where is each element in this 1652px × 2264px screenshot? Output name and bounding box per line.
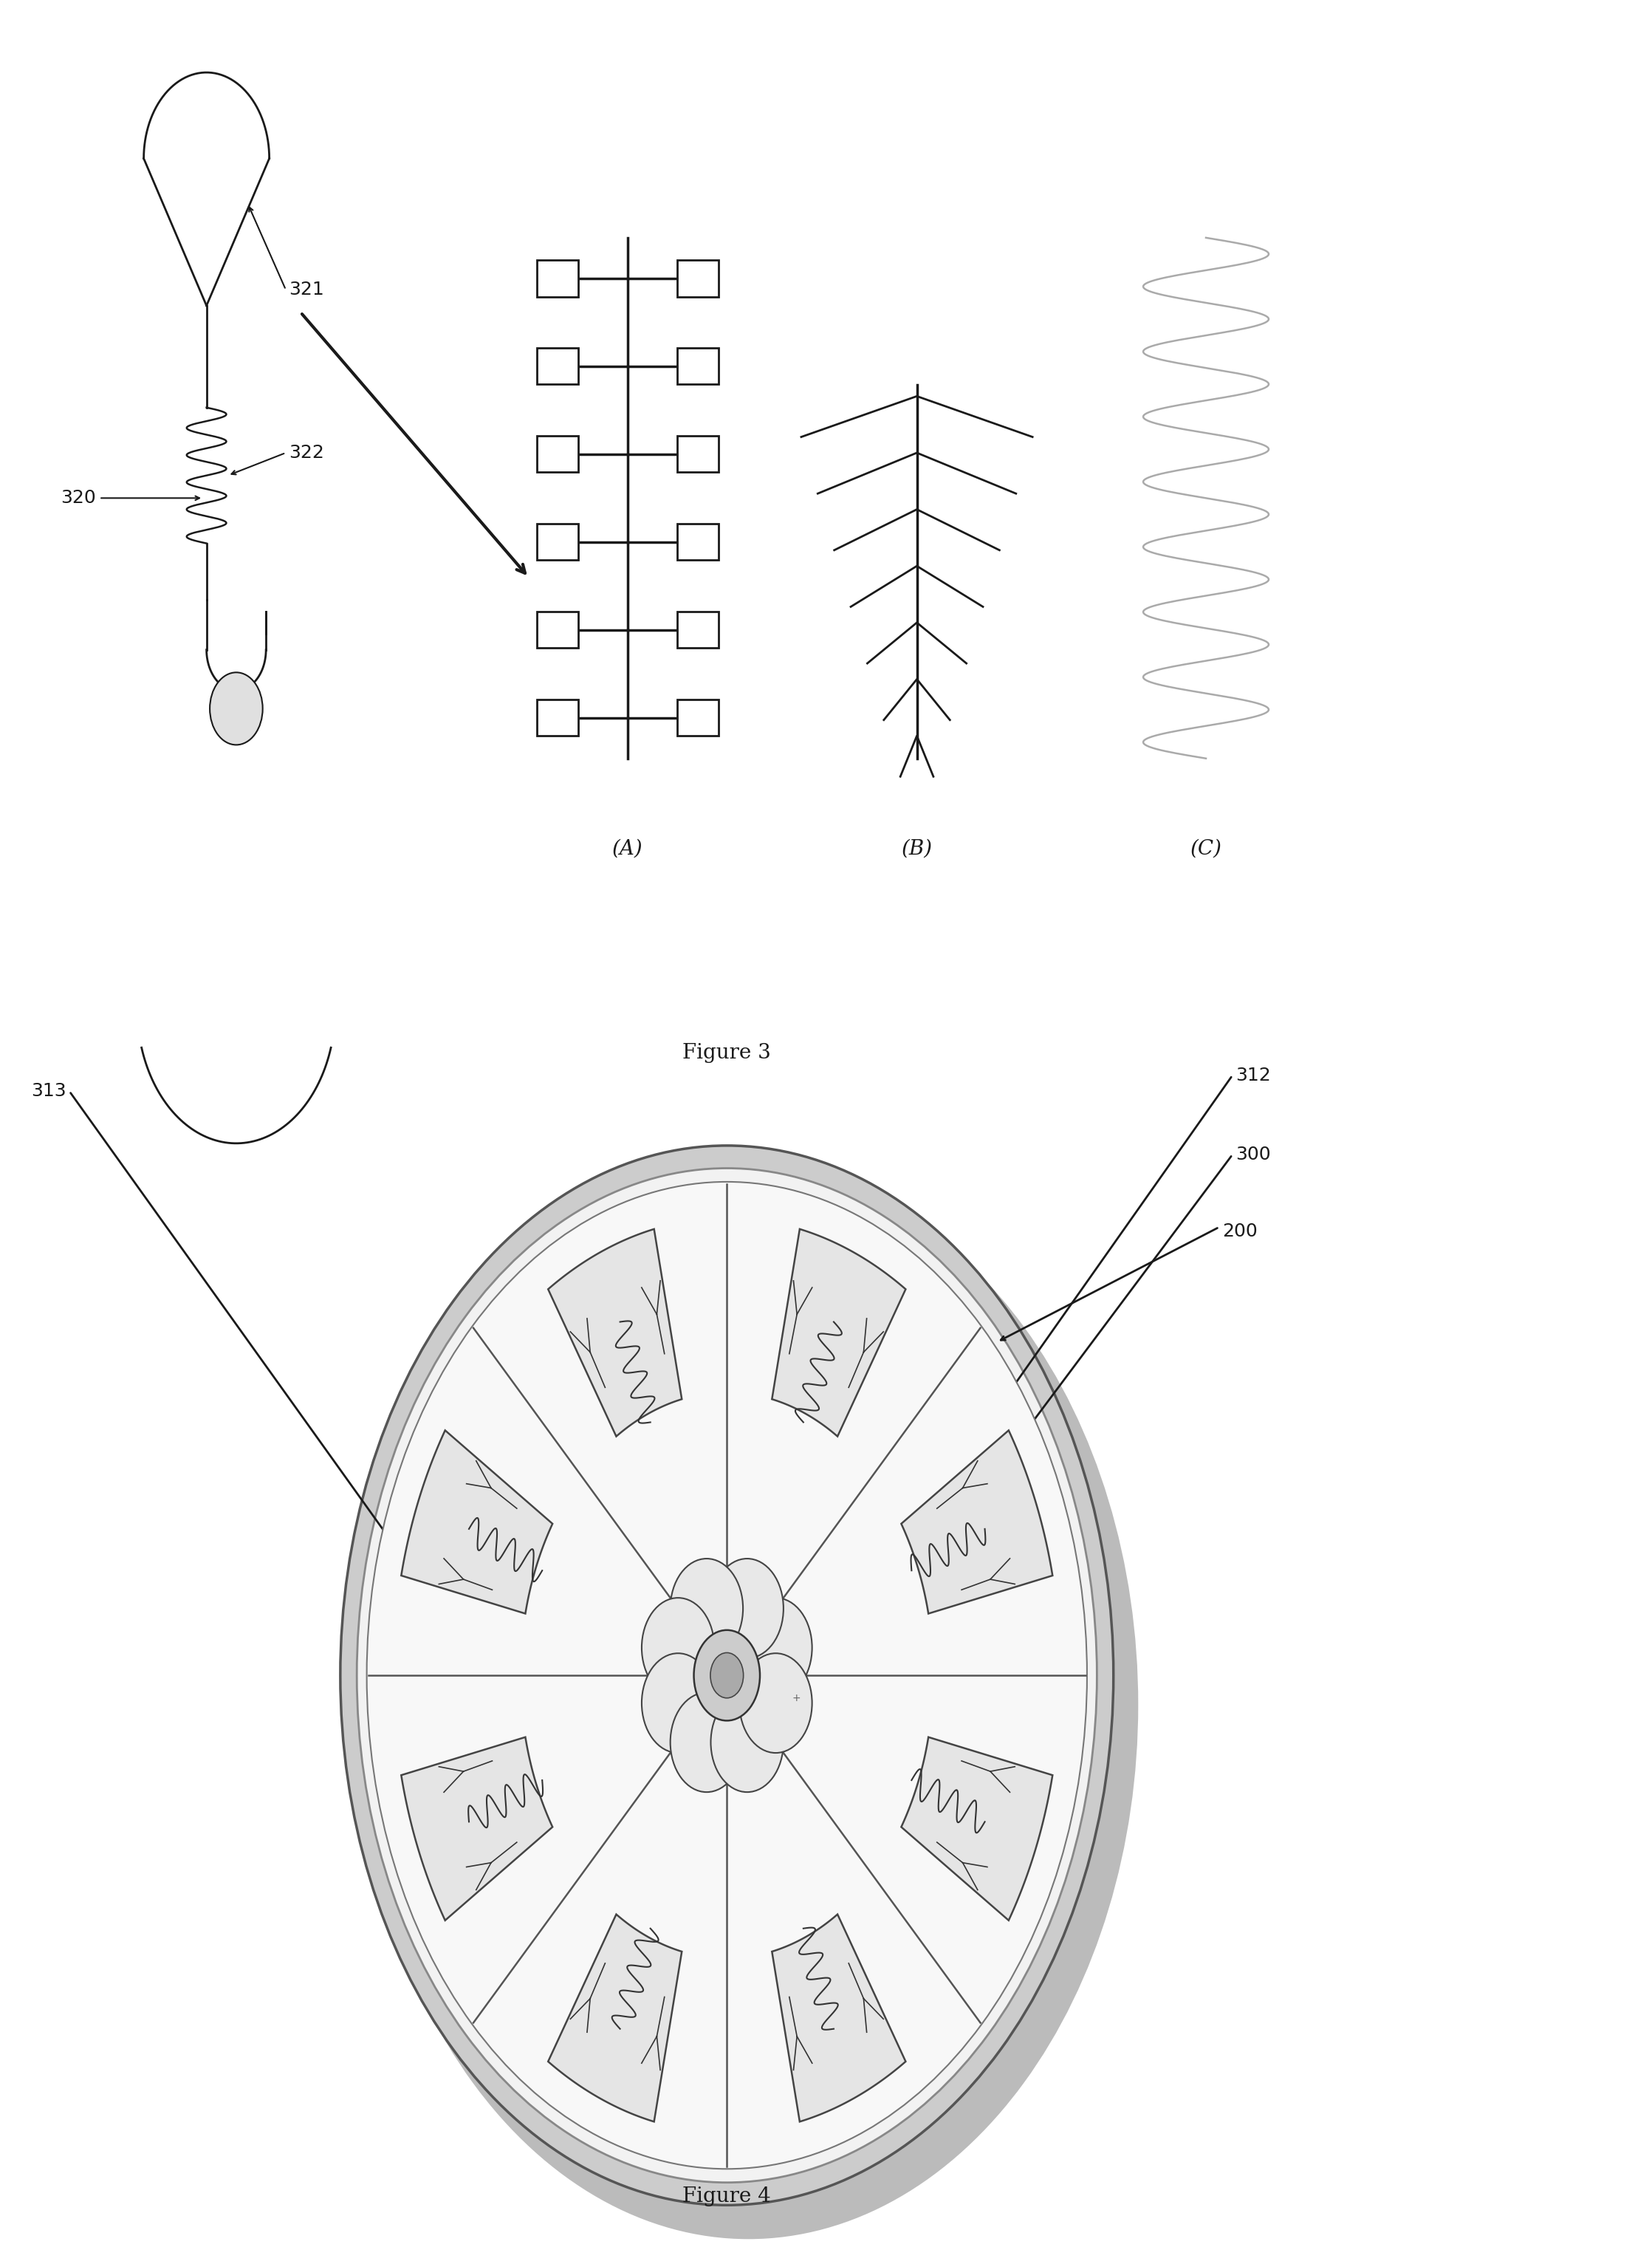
Circle shape [340,1146,1113,2205]
Bar [537,260,578,297]
Circle shape [210,672,263,745]
Circle shape [710,1693,783,1793]
Bar [677,349,719,385]
Text: +: + [791,1693,801,1703]
Text: 320: 320 [61,489,96,507]
Circle shape [641,1598,714,1698]
Bar [677,437,719,473]
Text: (B): (B) [902,840,932,858]
Bar [677,700,719,736]
Polygon shape [902,1736,1052,1920]
Text: Figure 3: Figure 3 [682,1044,771,1062]
Bar [677,260,719,297]
Bar [537,437,578,473]
Circle shape [367,1182,1087,2169]
Polygon shape [771,1229,905,1435]
Text: 300: 300 [1236,1146,1270,1164]
Circle shape [694,1630,760,1721]
Polygon shape [401,1736,552,1920]
Circle shape [671,1693,743,1793]
Text: 313: 313 [31,1082,66,1100]
Circle shape [740,1653,813,1752]
Text: 321: 321 [289,281,324,299]
Bar [537,523,578,559]
Text: (C): (C) [1189,840,1222,858]
Circle shape [671,1558,743,1657]
Bar [537,611,578,648]
Circle shape [710,1653,743,1698]
Polygon shape [902,1431,1052,1614]
Text: Figure 4: Figure 4 [682,2187,771,2205]
Polygon shape [548,1229,682,1435]
Circle shape [358,1170,1138,2239]
Bar [537,700,578,736]
Text: (A): (A) [613,840,643,858]
Text: 322: 322 [289,444,324,462]
Bar [537,349,578,385]
Text: 312: 312 [1236,1066,1270,1084]
Bar [677,523,719,559]
Polygon shape [401,1431,552,1614]
Circle shape [641,1653,714,1752]
Polygon shape [548,1915,682,2121]
Bar [677,611,719,648]
Polygon shape [771,1915,905,2121]
Circle shape [357,1168,1097,2182]
Text: 200: 200 [1222,1223,1257,1241]
Circle shape [710,1558,783,1657]
Circle shape [740,1598,813,1698]
